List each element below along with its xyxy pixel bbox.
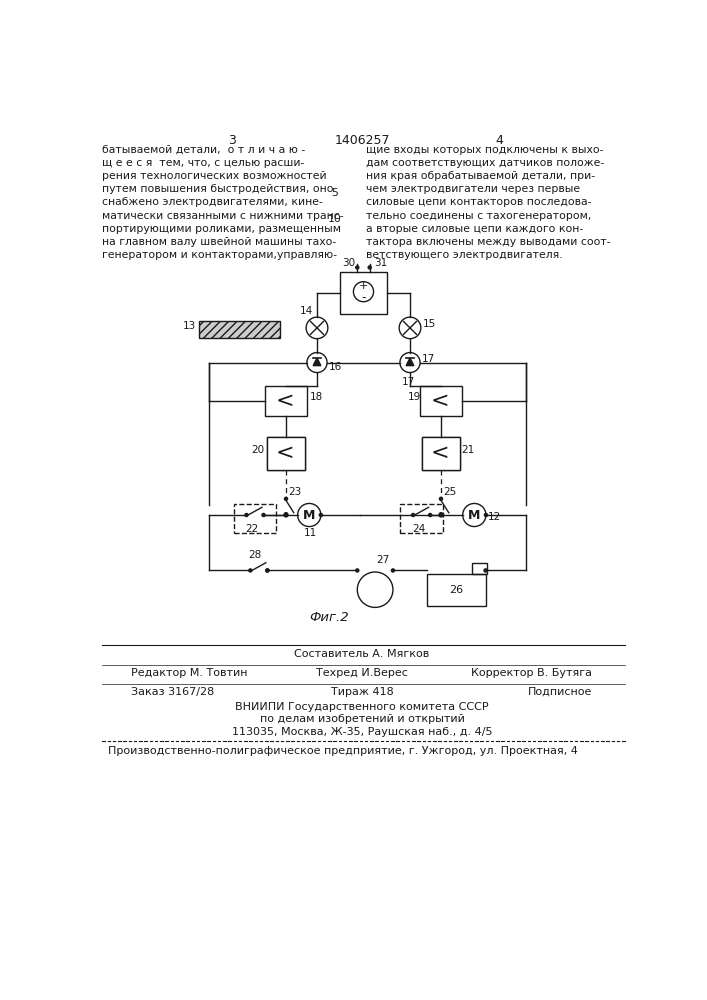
Text: 10: 10 xyxy=(328,214,341,224)
Text: ВНИИПИ Государственного комитета СССР: ВНИИПИ Государственного комитета СССР xyxy=(235,702,489,712)
Circle shape xyxy=(356,569,359,572)
Text: 15: 15 xyxy=(422,319,436,329)
Bar xyxy=(422,437,460,470)
Circle shape xyxy=(356,266,359,269)
Circle shape xyxy=(249,569,252,572)
Text: +: + xyxy=(359,281,368,291)
Text: 19: 19 xyxy=(408,392,421,402)
Text: 17: 17 xyxy=(402,377,415,387)
Circle shape xyxy=(284,497,288,500)
Polygon shape xyxy=(313,358,321,366)
Bar xyxy=(472,563,487,574)
Text: 11: 11 xyxy=(304,528,317,538)
Text: 26: 26 xyxy=(450,585,464,595)
Text: 22: 22 xyxy=(245,524,259,534)
Text: <: < xyxy=(275,391,294,411)
Circle shape xyxy=(245,513,248,517)
Bar xyxy=(264,386,308,416)
Bar xyxy=(267,437,305,470)
Circle shape xyxy=(266,569,269,572)
Text: 30: 30 xyxy=(343,258,356,268)
Text: <: < xyxy=(275,443,294,463)
Text: 21: 21 xyxy=(461,445,474,455)
Text: Составитель А. Мягков: Составитель А. Мягков xyxy=(294,649,430,659)
Text: 28: 28 xyxy=(248,550,262,560)
Text: 20: 20 xyxy=(251,445,264,455)
Circle shape xyxy=(440,497,443,500)
Bar xyxy=(420,386,462,416)
Text: 24: 24 xyxy=(412,524,425,534)
Bar xyxy=(428,574,486,606)
Text: 14: 14 xyxy=(300,306,313,316)
Text: по делам изобретений и открытий: по делам изобретений и открытий xyxy=(259,714,464,724)
Circle shape xyxy=(368,266,371,269)
Text: Фиг.2: Фиг.2 xyxy=(309,611,349,624)
Text: 23: 23 xyxy=(288,487,302,497)
Circle shape xyxy=(392,569,395,572)
Text: Заказ 3167/28: Заказ 3167/28 xyxy=(131,687,214,697)
Text: M: M xyxy=(303,509,315,522)
Circle shape xyxy=(428,513,432,517)
Polygon shape xyxy=(406,358,414,366)
Bar xyxy=(267,437,305,470)
Text: 27: 27 xyxy=(376,555,390,565)
Text: 12: 12 xyxy=(489,512,501,522)
Text: 1406257: 1406257 xyxy=(334,134,390,147)
Text: 18: 18 xyxy=(310,392,323,402)
Text: 113035, Москва, Ж-35, Раушская наб., д. 4/5: 113035, Москва, Ж-35, Раушская наб., д. … xyxy=(232,727,492,737)
Text: 17: 17 xyxy=(421,354,435,364)
Text: 4: 4 xyxy=(495,134,503,147)
Bar xyxy=(340,272,387,314)
Circle shape xyxy=(484,513,488,517)
Text: 5: 5 xyxy=(332,188,338,198)
Circle shape xyxy=(411,513,414,517)
Circle shape xyxy=(284,513,288,516)
Bar xyxy=(400,504,443,533)
Text: Редактор М. Товтин: Редактор М. Товтин xyxy=(131,668,247,678)
Text: -: - xyxy=(361,291,366,304)
Bar xyxy=(422,437,460,470)
Circle shape xyxy=(440,513,443,516)
Bar xyxy=(199,321,280,338)
Text: 16: 16 xyxy=(329,362,342,372)
Circle shape xyxy=(266,569,269,572)
Text: <: < xyxy=(430,443,449,463)
Text: 25: 25 xyxy=(443,487,457,497)
Bar xyxy=(234,504,276,533)
Text: Корректор В. Бутяга: Корректор В. Бутяга xyxy=(471,668,592,678)
Circle shape xyxy=(439,513,443,517)
Text: Подписное: Подписное xyxy=(527,687,592,697)
Text: Тираж 418: Тираж 418 xyxy=(331,687,393,697)
Text: Производственно-полиграфическое предприятие, г. Ужгород, ул. Проектная, 4: Производственно-полиграфическое предприя… xyxy=(107,746,578,756)
Text: M: M xyxy=(468,509,481,522)
Text: Техред И.Верес: Техред И.Верес xyxy=(316,668,408,678)
Text: <: < xyxy=(430,391,449,411)
Text: 3: 3 xyxy=(228,134,235,147)
Circle shape xyxy=(262,513,265,517)
Text: 31: 31 xyxy=(374,258,387,268)
Text: 13: 13 xyxy=(183,321,197,331)
Text: батываемой детали,  о т л и ч а ю -
щ е е с я  тем, что, с целью расши-
рения те: батываемой детали, о т л и ч а ю - щ е е… xyxy=(103,145,344,260)
Circle shape xyxy=(484,569,487,572)
Text: щие входы которых подключены к выхо-
дам соответствующих датчиков положе-
ния кр: щие входы которых подключены к выхо- дам… xyxy=(366,145,610,260)
Circle shape xyxy=(284,513,288,517)
Circle shape xyxy=(320,513,322,517)
